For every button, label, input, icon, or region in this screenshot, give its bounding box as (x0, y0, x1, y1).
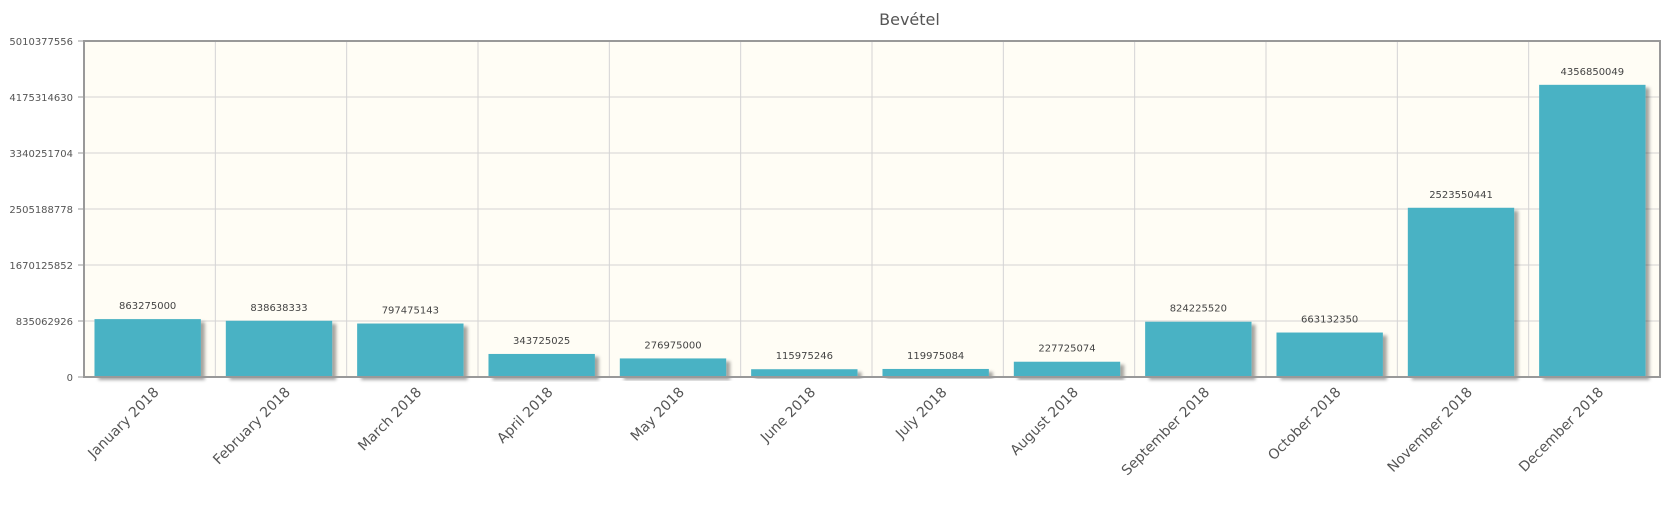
x-tick-label: April 2018 (494, 385, 556, 447)
data-label: 663132350 (1301, 315, 1358, 326)
data-label: 797475143 (382, 306, 439, 317)
data-label: 824225520 (1170, 304, 1227, 315)
bar (751, 369, 858, 377)
y-axis: 0 835062926 1670125852 2505188778 3340251704… (9, 37, 84, 384)
chart-title: Bevétel (879, 10, 940, 29)
x-tick-label: September 2018 (1119, 385, 1213, 479)
data-label: 863275000 (119, 301, 176, 312)
x-tick-label: January 2018 (85, 385, 163, 463)
x-tick-label: August 2018 (1008, 385, 1082, 459)
x-tick-label: March 2018 (355, 385, 425, 455)
data-label: 343725025 (513, 336, 570, 347)
bar (1539, 84, 1646, 378)
bar (1013, 361, 1121, 377)
data-label: 227725074 (1038, 344, 1095, 355)
x-tick-label: February 2018 (210, 385, 294, 469)
bar (225, 320, 333, 377)
bars (94, 84, 1646, 378)
bar (94, 319, 201, 377)
y-tick-label: 5010377556 (9, 37, 73, 48)
data-label: 838638333 (250, 303, 307, 314)
y-tick-label: 0 (67, 373, 73, 384)
data-label: 276975000 (644, 340, 701, 351)
bar (1407, 207, 1515, 377)
data-label: 2523550441 (1429, 190, 1493, 201)
bar (357, 323, 464, 377)
bar (1276, 332, 1383, 377)
bar (882, 368, 989, 377)
data-labels: 863275000 838638333 797475143 343725025 2769… (119, 67, 1624, 362)
bar (619, 358, 727, 377)
bar (488, 353, 595, 377)
y-tick-label: 3340251704 (9, 149, 73, 160)
data-label: 115975246 (776, 351, 833, 362)
y-tick-label: 2505188778 (9, 205, 73, 216)
x-tick-label: June 2018 (757, 385, 819, 447)
data-label: 4356850049 (1561, 67, 1625, 78)
x-tick-label: May 2018 (628, 385, 688, 445)
y-tick-label: 4175314630 (9, 93, 73, 104)
x-tick-label: July 2018 (892, 385, 950, 443)
y-tick-label: 835062926 (16, 317, 73, 328)
x-tick-label: November 2018 (1385, 385, 1476, 476)
x-tick-label: December 2018 (1516, 385, 1607, 476)
y-tick-label: 1670125852 (9, 261, 73, 272)
bar (1145, 321, 1252, 377)
x-tick-label: October 2018 (1265, 385, 1344, 464)
data-label: 119975084 (907, 351, 964, 362)
x-axis: January 2018 February 2018 March 2018 April… (85, 385, 1608, 479)
